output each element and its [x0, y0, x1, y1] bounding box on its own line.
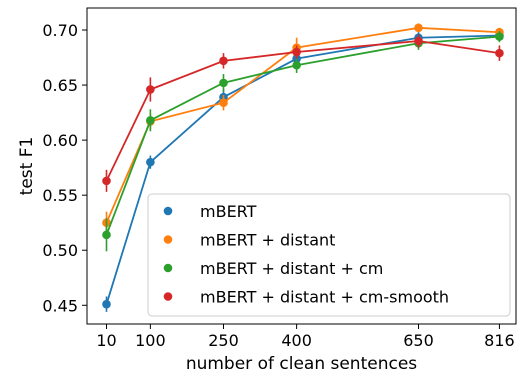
data-point: [414, 23, 423, 33]
data-point: [219, 98, 228, 107]
data-point: [146, 85, 155, 94]
chart-marks: [102, 23, 504, 312]
x-tick-label: 250: [208, 331, 239, 350]
data-point: [102, 176, 111, 186]
series-3: [102, 34, 504, 192]
y-tick-label: 0.60: [42, 131, 78, 150]
series-line: [105, 34, 500, 305]
legend-label: mBERT + distant: [200, 231, 335, 250]
legend-label: mBERT + distant + cm-smooth: [200, 288, 449, 307]
data-point: [219, 56, 228, 66]
x-tick-label: 816: [484, 331, 515, 350]
data-point: [495, 32, 504, 41]
legend-marker: [163, 292, 173, 301]
y-tick-label: 0.45: [42, 296, 78, 315]
x-tick-label: 650: [403, 331, 434, 350]
data-point: [102, 230, 111, 240]
series-line: [105, 40, 500, 182]
data-point: [219, 78, 228, 88]
data-point: [495, 48, 504, 58]
legend-marker: [163, 206, 173, 216]
data-point: [146, 116, 155, 125]
y-tick-label: 0.70: [42, 21, 78, 40]
x-tick-label: 10: [96, 331, 116, 350]
x-tick-label: 400: [281, 331, 312, 350]
legend-marker: [163, 263, 173, 273]
data-point: [292, 60, 301, 70]
series-line: [105, 35, 500, 236]
y-tick-label: 0.50: [42, 241, 78, 260]
y-tick-label: 0.65: [42, 76, 78, 95]
data-point: [414, 36, 423, 46]
chart-axes: 0.45 0.50 0.55 0.60 0.65 0.70 10 100 250 400 650 81…: [42, 7, 517, 350]
legend-label: mBERT + distant + cm: [200, 259, 383, 278]
legend-box: [147, 193, 511, 317]
legend-marker: [163, 235, 173, 244]
x-axis-label: number of clean sentences: [186, 354, 417, 374]
data-point: [102, 299, 111, 309]
data-point: [292, 47, 301, 57]
legend: mBERT mBERT + distant mBERT + distant + cm…: [147, 193, 511, 317]
x-tick-label: 100: [135, 331, 166, 350]
legend-label: mBERT: [200, 202, 257, 221]
y-axis-label: test F1: [17, 137, 37, 196]
y-tick-label: 0.55: [42, 186, 78, 205]
plot-frame: [86, 7, 517, 325]
data-point: [146, 157, 155, 167]
